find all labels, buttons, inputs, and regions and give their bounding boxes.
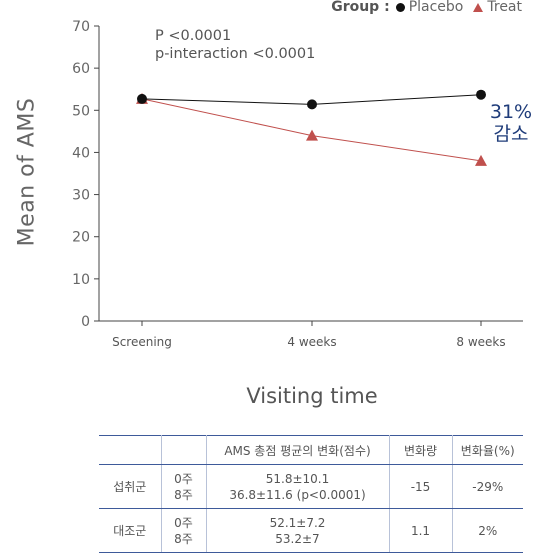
legend: Group : Placebo Treat — [331, 0, 522, 15]
score-value: 52.1±7.2 — [269, 515, 326, 530]
weeks-cell: 0주 8주 — [160, 508, 207, 553]
score-cell: 51.8±10.1 36.8±11.6 (p<0.0001) — [205, 464, 390, 509]
y-tick-label: 0 — [81, 314, 90, 330]
week-label: 8주 — [174, 487, 193, 502]
results-table: AMS 총점 평균의 변화(점수) 변화량 변화율(%) 섭취군 0주 8주 5… — [99, 435, 523, 553]
p-value-annotation: P <0.0001 p-interaction <0.0001 — [155, 27, 315, 63]
group-cell: 섭취군 — [99, 464, 162, 509]
y-tick-label: 30 — [72, 188, 90, 204]
x-tick-label: Screening — [112, 335, 172, 349]
group-cell: 대조군 — [99, 508, 162, 553]
score-value: 53.2±7 — [275, 531, 320, 546]
reduction-annotation: 31% 감소 — [490, 101, 532, 145]
p-interaction: p-interaction <0.0001 — [155, 46, 316, 62]
table-row: 대조군 0주 8주 52.1±7.2 53.2±7 1.1 2% — [99, 508, 523, 553]
placebo-point — [476, 89, 486, 100]
x-axis-label: Visiting time — [246, 384, 378, 408]
table-header — [99, 435, 162, 465]
x-tick-label: 4 weeks — [287, 335, 336, 349]
change-cell: 1.1 — [388, 508, 453, 553]
legend-placebo: Placebo — [408, 0, 464, 15]
y-tick-label: 50 — [72, 103, 90, 119]
week-label: 0주 — [174, 471, 193, 486]
weeks-cell: 0주 8주 — [160, 464, 207, 509]
line-chart: 0 10 20 30 40 50 60 70 Screening 4 weeks 8 weeks — [72, 19, 523, 349]
treat-marker-icon — [473, 2, 484, 12]
p-value: P <0.0001 — [155, 28, 232, 44]
legend-title: Group : — [331, 0, 390, 15]
y-tick-label: 60 — [72, 61, 90, 77]
table-header — [160, 435, 207, 465]
table-header: 변화율(%) — [451, 435, 523, 465]
score-value: 51.8±10.1 — [265, 471, 330, 486]
table-header-row: AMS 총점 평균의 변화(점수) 변화량 변화율(%) — [99, 435, 523, 465]
legend-treat: Treat — [487, 0, 522, 15]
change-cell: -15 — [388, 464, 453, 509]
score-cell: 52.1±7.2 53.2±7 — [205, 508, 390, 553]
table-header: AMS 총점 평균의 변화(점수) — [205, 435, 390, 465]
y-tick-label: 10 — [72, 272, 90, 288]
y-tick-label: 40 — [72, 145, 90, 161]
rate-cell: 2% — [451, 508, 523, 553]
reduction-label: 감소 — [493, 123, 529, 145]
week-label: 0주 — [174, 515, 193, 530]
y-axis-label: Mean of AMS — [14, 97, 40, 247]
week-label: 8주 — [174, 531, 193, 546]
placebo-point — [137, 93, 147, 104]
x-tick-label: 8 weeks — [456, 335, 505, 349]
rate-cell: -29% — [451, 464, 523, 509]
placebo-point — [307, 99, 317, 110]
placebo-marker-icon — [395, 2, 405, 12]
table-header: 변화량 — [388, 435, 453, 465]
score-value: 36.8±11.6 (p<0.0001) — [229, 487, 366, 502]
y-tick-label: 20 — [72, 230, 90, 246]
treat-point — [475, 154, 487, 166]
treat-point — [306, 129, 318, 141]
reduction-percent: 31% — [489, 101, 533, 123]
y-tick-label: 70 — [72, 19, 90, 35]
table-row: 섭취군 0주 8주 51.8±10.1 36.8±11.6 (p<0.0001)… — [99, 464, 523, 509]
